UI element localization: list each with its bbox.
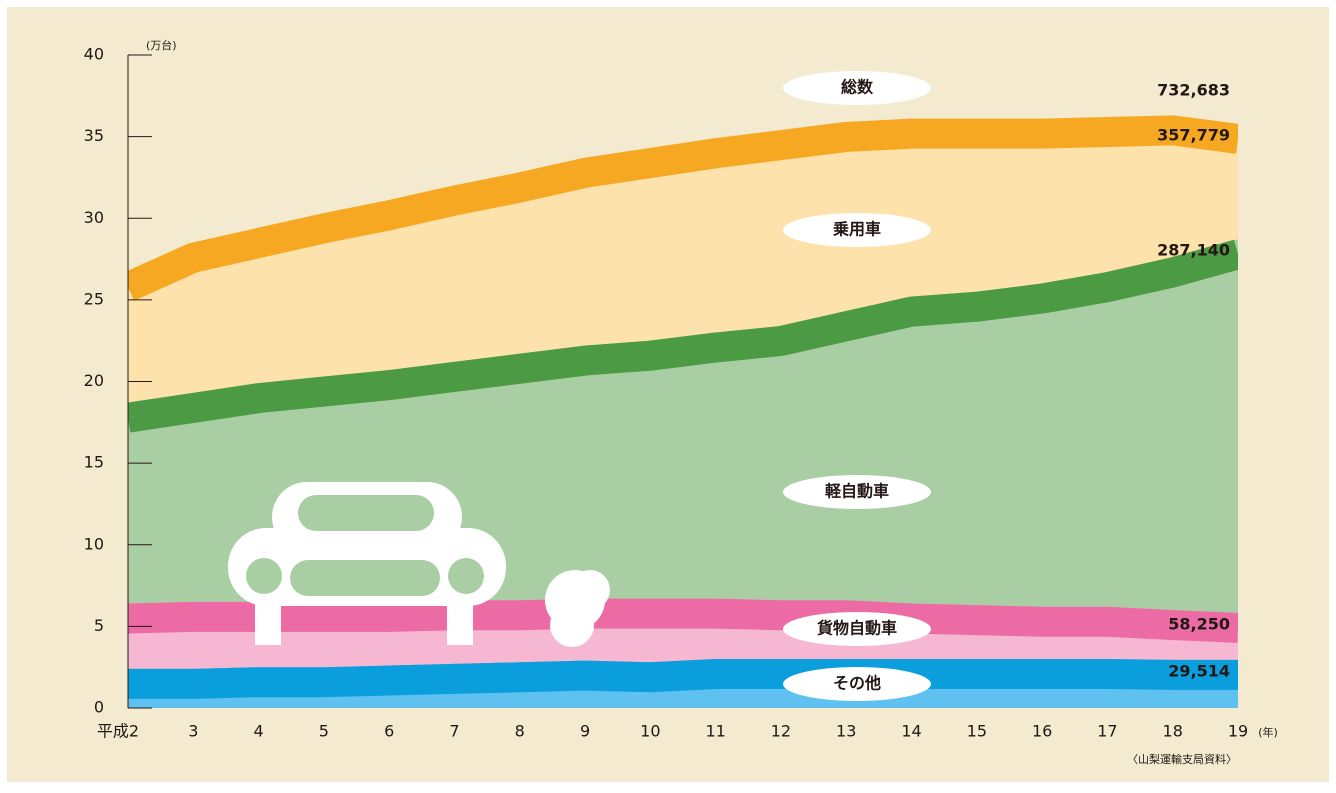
x-tick-label: 7 (449, 722, 459, 741)
bubble (783, 213, 931, 247)
legend-label: 乗用車 (833, 220, 881, 239)
area-edge (128, 115, 1238, 301)
x-tick-label: 6 (384, 722, 394, 741)
value-label: 29,514 (1168, 661, 1230, 680)
x-tick-label: 16 (1032, 722, 1052, 741)
legend-label: その他 (833, 674, 881, 693)
bubble (783, 667, 931, 701)
x-tick-label: 9 (580, 722, 590, 741)
total-name: 総数 (841, 78, 874, 97)
y-tick-label: 20 (84, 371, 104, 390)
y-tick-label: 40 (84, 45, 104, 64)
x-unit: (年) (1258, 725, 1278, 739)
y-tick-label: 15 (84, 453, 104, 472)
x-tick-label: 14 (901, 722, 921, 741)
x-tick-label: 13 (836, 722, 856, 741)
area-edge (128, 659, 1238, 699)
y-tick-label: 30 (84, 208, 104, 227)
value-label: 58,250 (1168, 614, 1230, 633)
x-tick-label: 12 (771, 722, 791, 741)
legend-label: 貨物自動車 (817, 619, 897, 638)
x-tick-label: 10 (640, 722, 660, 741)
y-tick-label: 0 (94, 698, 104, 717)
bubble (783, 71, 931, 105)
bubble (783, 612, 931, 646)
total-value: 732,683 (1157, 81, 1230, 100)
x-tick-label: 8 (515, 722, 525, 741)
x-tick-label: 5 (319, 722, 329, 741)
legend-label: 軽自動車 (825, 482, 889, 501)
value-label: 357,779 (1157, 125, 1230, 144)
y-tick-label: 5 (94, 616, 104, 635)
x-tick-label: 11 (705, 722, 725, 741)
area-edge (128, 239, 1238, 433)
value-label: 287,140 (1157, 241, 1230, 260)
y-unit: (万台) (146, 38, 177, 52)
x-tick-label: 15 (967, 722, 987, 741)
car-windows (246, 495, 484, 596)
y-tick-label: 35 (84, 126, 104, 145)
x-tick-label: 4 (253, 722, 263, 741)
y-tick-label: 10 (84, 534, 104, 553)
x-tick-label: 平成2 (97, 722, 139, 741)
bubble (783, 475, 931, 509)
source: 〈山梨運輸支局資料〉 (1127, 752, 1237, 766)
y-tick-label: 25 (84, 289, 104, 308)
x-tick-label: 17 (1097, 722, 1117, 741)
area-edge (128, 598, 1238, 643)
x-tick-label: 19 (1228, 722, 1248, 741)
x-tick-label: 18 (1163, 722, 1183, 741)
x-tick-label: 3 (188, 722, 198, 741)
